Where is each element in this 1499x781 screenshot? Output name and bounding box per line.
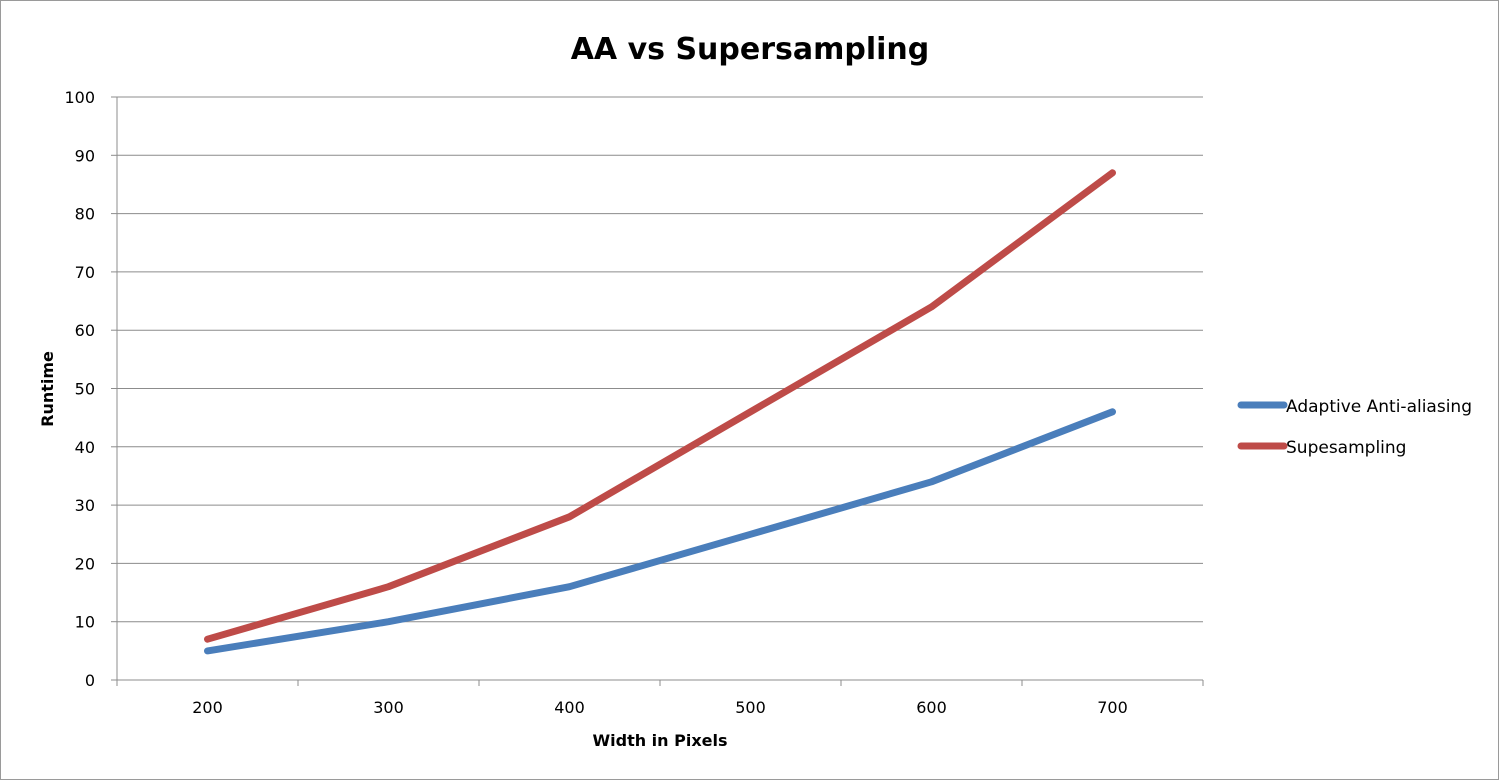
y-tick-label: 90 (75, 146, 95, 165)
x-tick-label: 700 (1097, 698, 1128, 717)
legend-label: Adaptive Anti-aliasing (1286, 397, 1472, 417)
y-tick-label: 100 (64, 88, 95, 107)
series-line (208, 173, 1113, 639)
x-tick-label: 300 (373, 698, 404, 717)
y-tick-label: 80 (75, 205, 95, 224)
y-tick-label: 50 (75, 380, 95, 399)
legend-label: Supesampling (1286, 438, 1406, 458)
y-tick-label: 0 (85, 671, 95, 690)
legend: Adaptive Anti-aliasing Supesampling (1241, 397, 1472, 458)
x-tick-labels: 200 300 400 500 600 700 (192, 698, 1128, 717)
y-tick-labels: 0 10 20 30 40 50 60 70 80 90 100 (64, 88, 95, 690)
y-tick-label: 10 (75, 613, 95, 632)
y-tick-label: 30 (75, 496, 95, 515)
x-tick-label: 400 (554, 698, 585, 717)
x-tick-label: 600 (916, 698, 947, 717)
series-lines (207, 173, 1112, 651)
y-tick-label: 40 (75, 438, 95, 457)
x-tick-label: 500 (735, 698, 766, 717)
chart-title: AA vs Supersampling (571, 32, 930, 67)
y-tick-label: 20 (75, 554, 95, 573)
y-tick-label: 70 (75, 263, 95, 282)
x-tick-label: 200 (192, 698, 223, 717)
y-axis-label: Runtime (38, 351, 57, 427)
axes (111, 97, 1203, 686)
series-line (208, 412, 1113, 651)
y-tick-label: 60 (75, 321, 95, 340)
x-axis-label: Width in Pixels (592, 731, 727, 750)
gridlines (117, 97, 1203, 622)
